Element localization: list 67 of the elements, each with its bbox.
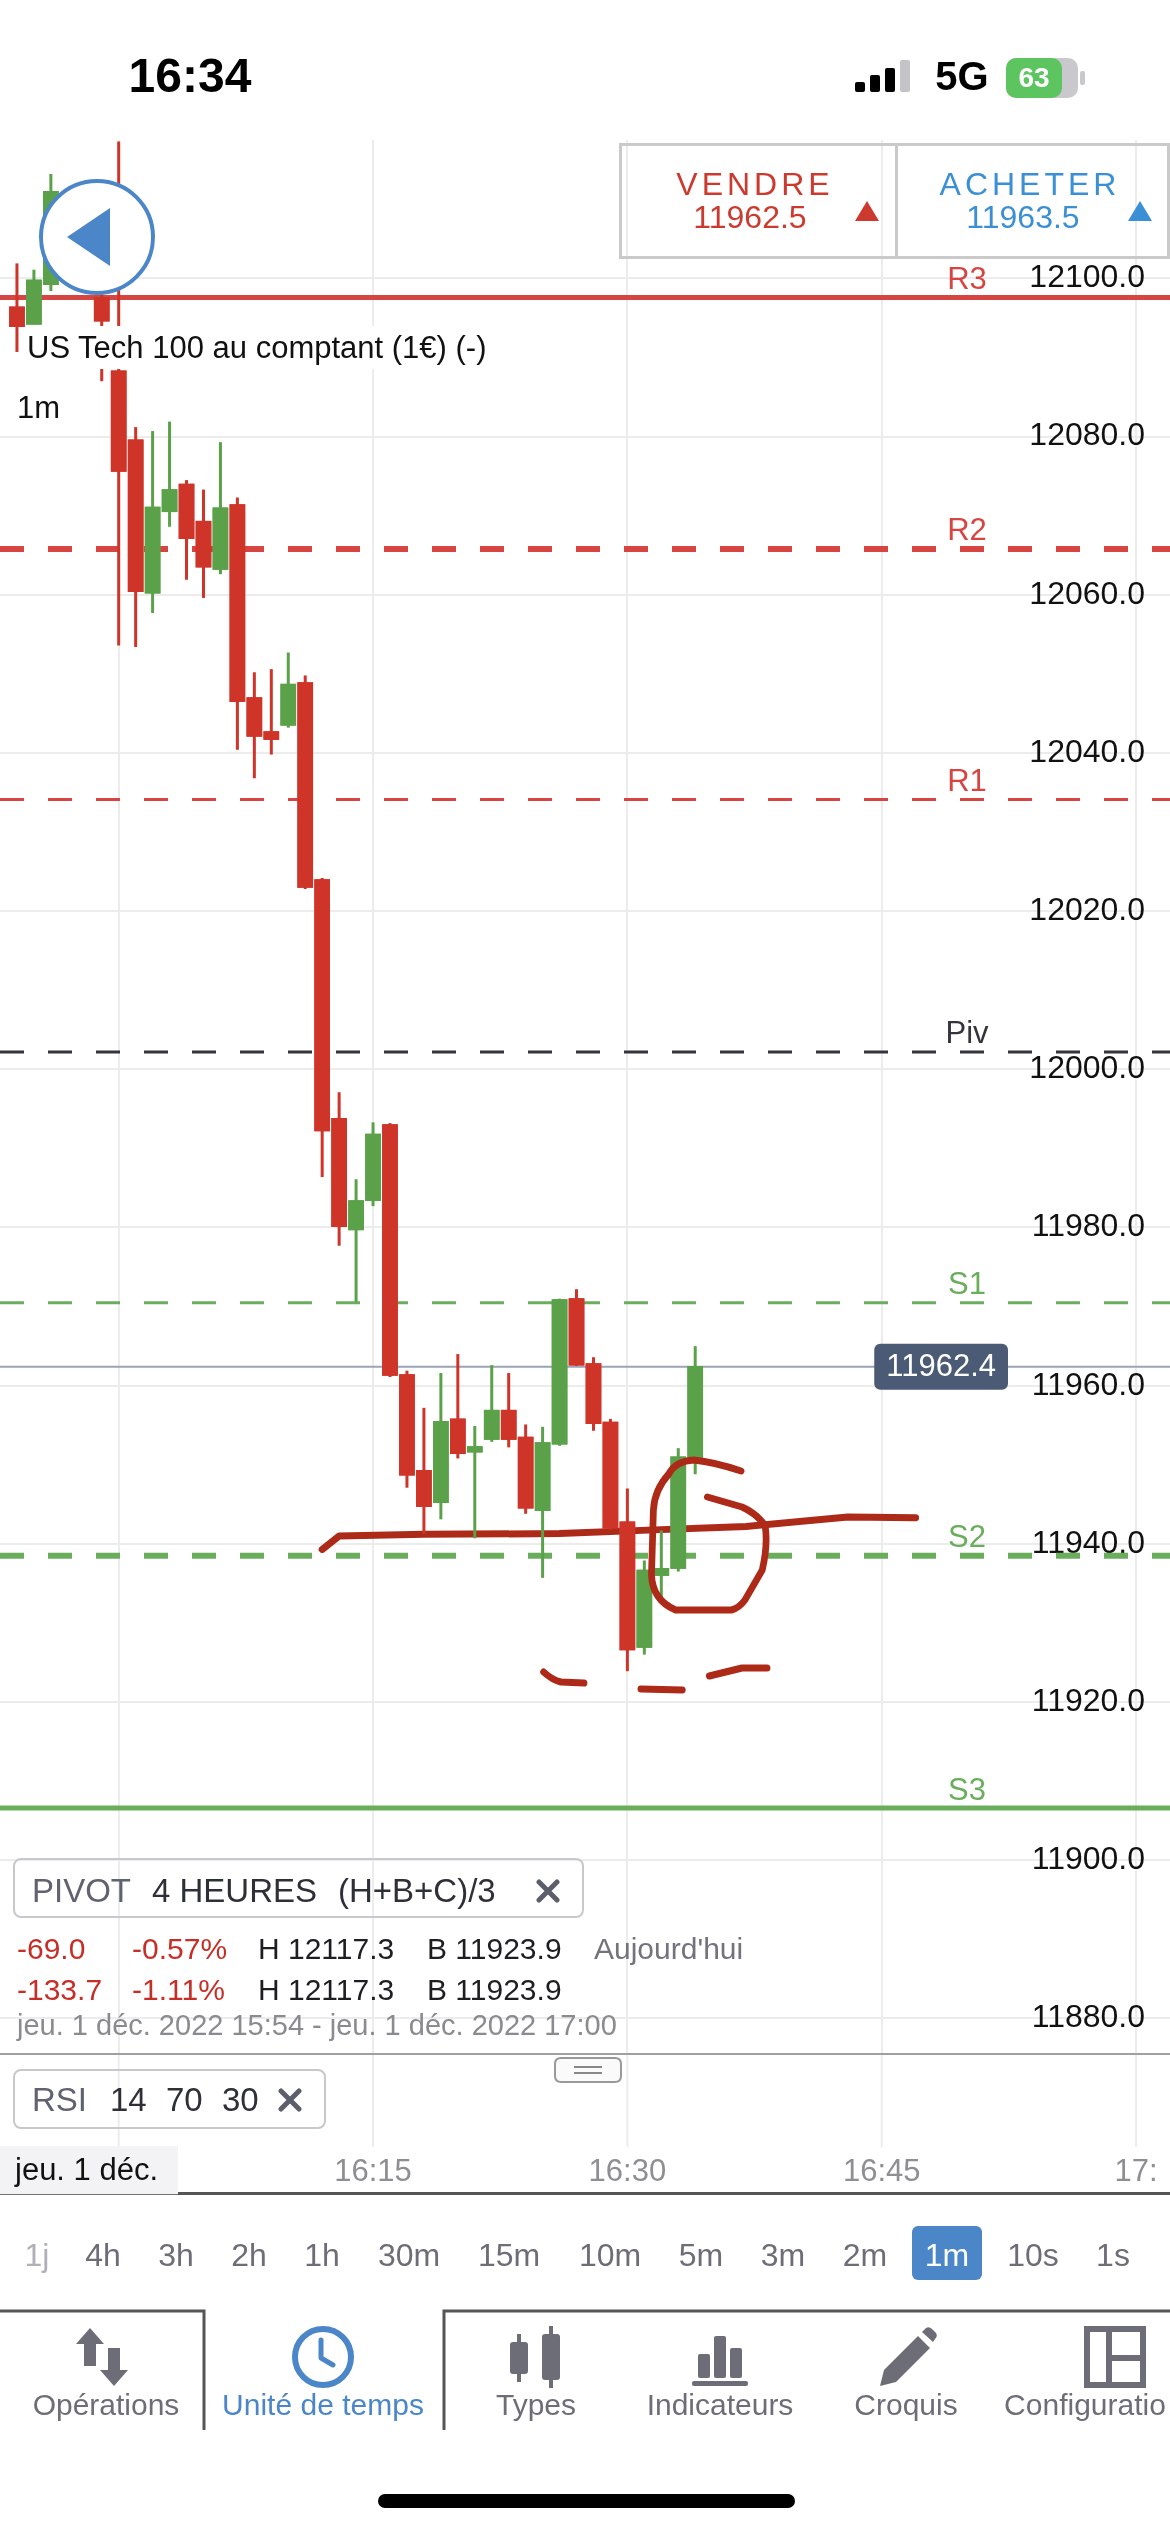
x-tick-label: 16:15 bbox=[334, 2153, 412, 2189]
text: 2m bbox=[842, 2236, 888, 2274]
text: Unité de temps bbox=[222, 2387, 424, 2423]
annotation: B 11923.9 bbox=[427, 1931, 562, 1967]
annotation: Aujourd'hui bbox=[594, 1931, 744, 1967]
y-tick-label: 11900.0 bbox=[1031, 1840, 1145, 1877]
ref-line-label: S3 bbox=[948, 1771, 986, 1807]
y-tick-label: 12060.0 bbox=[1029, 574, 1145, 611]
annotation: (H+B+C)/3 bbox=[338, 1872, 496, 1910]
y-tick-label: 12100.0 bbox=[1029, 258, 1145, 295]
text: 30 bbox=[222, 2081, 259, 2119]
text: 2h bbox=[231, 2236, 267, 2274]
text: Types bbox=[495, 2387, 577, 2423]
ref-line-label: R2 bbox=[947, 512, 987, 548]
text: 10s bbox=[1007, 2236, 1059, 2274]
text: 15m bbox=[477, 2236, 541, 2274]
text: Configuratio bbox=[1004, 2387, 1166, 2423]
annotation: -1.11% bbox=[132, 1972, 225, 2008]
annotation: -133.7 bbox=[17, 1972, 103, 2008]
x-tick-label: 16:45 bbox=[842, 2153, 921, 2189]
text: 16:34 bbox=[128, 48, 252, 104]
text: 4h bbox=[85, 2236, 121, 2274]
text: 1h bbox=[304, 2236, 340, 2274]
text: 1j bbox=[24, 2236, 50, 2274]
annotation: jeu. 1 déc. 2022 15:54 - jeu. 1 déc. 2022 17:00 bbox=[17, 2009, 617, 2043]
text: 14 bbox=[110, 2081, 147, 2119]
text: US Tech 100 au comptant (1€) (-) bbox=[25, 326, 491, 369]
y-tick-label: 12040.0 bbox=[1029, 732, 1145, 769]
ref-line-label: Piv bbox=[945, 1015, 990, 1051]
ref-line-label: R1 bbox=[947, 763, 987, 799]
text: Indicateurs bbox=[646, 2387, 794, 2423]
text: 3m bbox=[760, 2236, 806, 2274]
ref-line-label: R3 bbox=[947, 260, 987, 296]
text: Opérations bbox=[32, 2387, 180, 2423]
ref-line-label: S2 bbox=[948, 1519, 986, 1555]
text: jeu. 1 déc. bbox=[0, 2146, 179, 2194]
text: Croquis bbox=[854, 2387, 958, 2423]
y-tick-label: 12000.0 bbox=[1029, 1049, 1145, 1086]
annotation: 4 HEURES bbox=[152, 1872, 318, 1910]
y-tick-label: 11920.0 bbox=[1031, 1681, 1145, 1718]
text: 1m bbox=[924, 2236, 970, 2274]
text: RSI bbox=[32, 2081, 88, 2119]
annotation: B 11923.9 bbox=[427, 1972, 562, 2008]
annotation: H 12117.3 bbox=[258, 1972, 395, 2008]
y-tick-label: 12020.0 bbox=[1029, 890, 1145, 927]
annotation: -0.57% bbox=[132, 1931, 228, 1967]
text: 5m bbox=[678, 2236, 724, 2274]
y-tick-label: 11980.0 bbox=[1031, 1207, 1145, 1244]
text: 70 bbox=[166, 2081, 203, 2119]
y-tick-label: 11960.0 bbox=[1031, 1365, 1145, 1402]
annotation: -69.0 bbox=[17, 1931, 86, 1967]
text: 30m bbox=[377, 2236, 441, 2274]
annotation: PIVOT bbox=[32, 1872, 132, 1910]
text: 5G bbox=[935, 53, 989, 99]
text: 1m bbox=[17, 390, 61, 426]
text: 63 bbox=[1018, 61, 1050, 95]
text: 3h bbox=[158, 2236, 194, 2274]
text: 10m bbox=[578, 2236, 642, 2274]
x-tick-label: 17: bbox=[1114, 2153, 1158, 2189]
y-tick-label: 12080.0 bbox=[1029, 416, 1145, 453]
annotation: H 12117.3 bbox=[258, 1931, 395, 1967]
ref-line-label: S1 bbox=[948, 1266, 986, 1302]
x-tick-label: 16:30 bbox=[588, 2153, 667, 2189]
ref-line-label: 11962.4 bbox=[886, 1348, 996, 1384]
y-tick-label: 11940.0 bbox=[1031, 1523, 1145, 1560]
y-tick-label: 11880.0 bbox=[1031, 1998, 1145, 2035]
text: 1s bbox=[1096, 2236, 1130, 2274]
